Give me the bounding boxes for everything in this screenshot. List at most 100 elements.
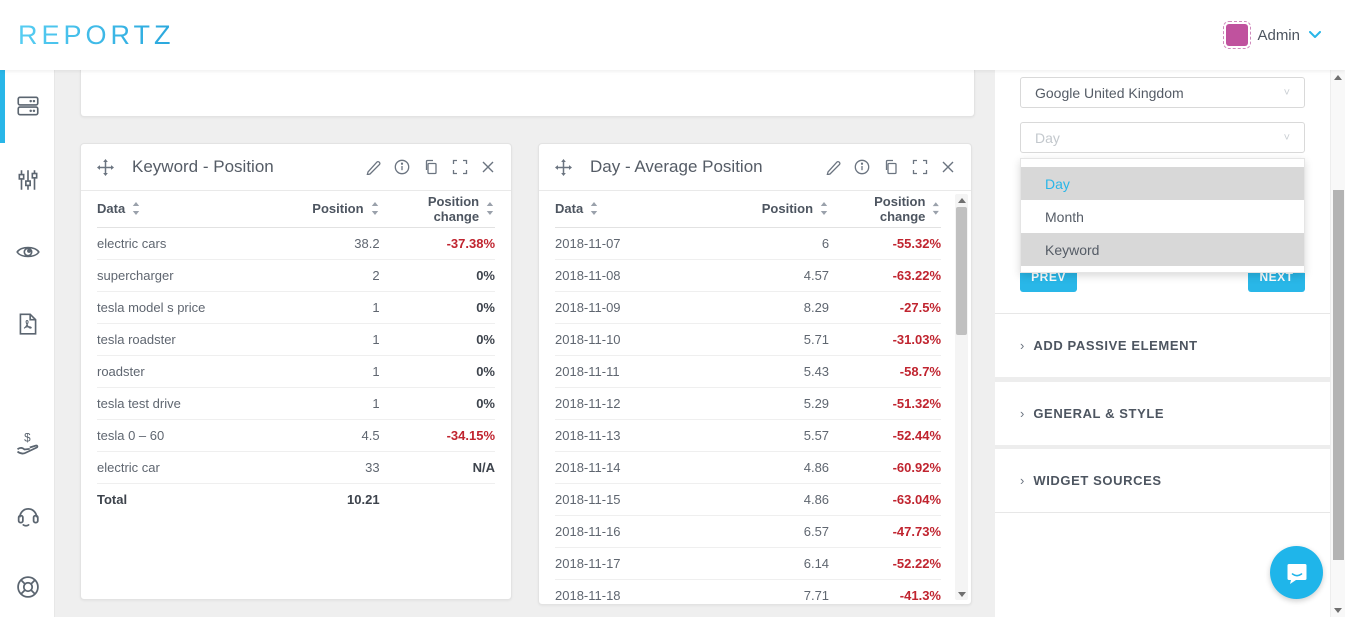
accordion-widget-sources[interactable]: › WIDGET SOURCES — [995, 449, 1330, 512]
total-position: 10.21 — [347, 491, 380, 507]
headset-icon — [17, 508, 39, 527]
cell-data: 2018-11-18 — [555, 579, 725, 612]
cell-data: roadster — [97, 355, 273, 388]
accordion-general-style[interactable]: › GENERAL & STYLE — [995, 382, 1330, 445]
info-icon[interactable] — [854, 159, 870, 175]
dimension-select[interactable]: Day ˅ — [1020, 122, 1305, 153]
info-icon[interactable] — [394, 159, 410, 175]
column-header-position-change[interactable]: Position change — [829, 191, 941, 228]
source-select[interactable]: Google United Kingdom ˅ — [1020, 77, 1305, 108]
cell-data: tesla 0 – 60 — [97, 419, 273, 452]
duplicate-icon[interactable] — [883, 159, 899, 175]
cell-data: electric cars — [97, 227, 273, 260]
scroll-down-icon[interactable] — [1331, 603, 1345, 617]
table-header-row: Data Position Position change — [555, 191, 941, 228]
cell-position-change: -37.38% — [379, 227, 495, 260]
column-header-position[interactable]: Position — [724, 191, 830, 228]
close-icon[interactable] — [941, 160, 955, 174]
top-header: REPORTZ Admin — [0, 0, 1345, 70]
column-header-data[interactable]: Data — [555, 191, 725, 228]
sidebar-item-preview[interactable] — [0, 216, 55, 288]
page-scrollbar[interactable] — [1330, 70, 1345, 617]
cell-position-change: -63.04% — [829, 483, 941, 516]
widget-body: Data Position Position change electric c… — [81, 191, 511, 515]
dimension-select-placeholder: Day — [1035, 129, 1060, 146]
cell-data: tesla test drive — [97, 387, 273, 420]
column-header-position-change[interactable]: Position change — [379, 191, 495, 228]
column-header-data[interactable]: Data — [97, 191, 273, 228]
duplicate-icon[interactable] — [423, 159, 439, 175]
cell-data: tesla roadster — [97, 323, 273, 356]
cell-position-change: -52.22% — [829, 547, 941, 580]
sidebar-item-support[interactable] — [0, 479, 55, 551]
accordion-add-passive-element[interactable]: › ADD PASSIVE ELEMENT — [995, 314, 1330, 377]
sidebar-item-billing[interactable]: $ — [0, 408, 55, 480]
reportz-logo[interactable]: REPORTZ — [18, 19, 175, 50]
scrollbar-thumb[interactable] — [956, 207, 967, 335]
user-name: Admin — [1257, 26, 1300, 44]
cell-position-change: -52.44% — [829, 419, 941, 452]
scroll-down-icon[interactable] — [955, 588, 968, 600]
dashboard-canvas: Keyword - Position Data Position — [55, 70, 995, 617]
table-row: 2018-11-12 5.29 -51.32% — [555, 387, 941, 420]
chevron-right-icon: › — [1020, 406, 1025, 421]
cell-position-change: N/A — [379, 451, 495, 484]
table-row: 2018-11-17 6.14 -52.22% — [555, 547, 941, 580]
table-row: 2018-11-13 5.57 -52.44% — [555, 419, 941, 452]
edit-pencil-icon[interactable] — [365, 159, 381, 175]
cell-position-change: 0% — [379, 291, 495, 324]
table-row: supercharger 2 0% — [97, 259, 495, 292]
user-menu[interactable]: Admin — [1223, 21, 1327, 49]
move-icon[interactable] — [97, 158, 114, 176]
sidebar-item-help[interactable] — [0, 551, 55, 617]
table-row: tesla model s price 1 0% — [97, 291, 495, 324]
cell-position: 7.71 — [724, 579, 830, 612]
cell-data: 2018-11-11 — [555, 355, 725, 388]
column-header-position[interactable]: Position — [272, 191, 380, 228]
fullscreen-icon[interactable] — [912, 159, 928, 175]
cell-position-change: -34.15% — [379, 419, 495, 452]
widget-scrollbar[interactable] — [955, 194, 968, 600]
edit-pencil-icon[interactable] — [825, 159, 841, 175]
cell-position: 5.57 — [724, 419, 830, 452]
sidebar-item-settings[interactable] — [0, 144, 55, 216]
scroll-up-icon[interactable] — [1331, 70, 1345, 84]
widget-header: Day - Average Position — [539, 144, 971, 191]
dropdown-option-day[interactable]: Day — [1021, 167, 1304, 200]
cell-position: 6.14 — [724, 547, 830, 580]
cell-data: 2018-11-12 — [555, 387, 725, 420]
scroll-up-icon[interactable] — [955, 194, 968, 206]
sidebar-item-widgets[interactable] — [0, 70, 55, 143]
widget-actions — [825, 159, 955, 175]
payment-icon: $ — [16, 432, 38, 455]
svg-text:$: $ — [24, 432, 31, 445]
fullscreen-icon[interactable] — [452, 159, 468, 175]
widget-title: Day - Average Position — [590, 157, 763, 176]
dropdown-option-keyword[interactable]: Keyword — [1021, 233, 1304, 266]
cell-position-change: -51.32% — [829, 387, 941, 420]
cell-position: 6.57 — [724, 515, 830, 548]
cell-position: 2 — [272, 259, 380, 292]
widget-header: Keyword - Position — [81, 144, 511, 191]
total-label: Total — [97, 491, 128, 507]
table-row: 2018-11-16 6.57 -47.73% — [555, 515, 941, 548]
dropdown-option-month[interactable]: Month — [1045, 208, 1084, 225]
close-icon[interactable] — [481, 160, 495, 174]
widget-day-average-position: Day - Average Position Data Position — [538, 143, 972, 612]
sidebar-item-pdf-export[interactable] — [0, 288, 55, 360]
cell-data: 2018-11-13 — [555, 419, 725, 452]
cell-position-change: 0% — [379, 259, 495, 292]
avatar — [1223, 21, 1252, 49]
scrollbar-thumb[interactable] — [1333, 190, 1344, 560]
table-row: 2018-11-08 4.57 -63.22% — [555, 259, 941, 292]
cell-position: 38.2 — [272, 227, 380, 260]
cell-data: 2018-11-08 — [555, 259, 725, 292]
sliders-icon — [18, 170, 37, 190]
move-icon[interactable] — [555, 158, 572, 176]
widget-partial-above — [80, 70, 975, 117]
source-select-value: Google United Kingdom — [1035, 84, 1184, 101]
cell-data: 2018-11-14 — [555, 451, 725, 484]
chat-launcher-button[interactable] — [1270, 546, 1323, 599]
divider — [995, 445, 1330, 450]
